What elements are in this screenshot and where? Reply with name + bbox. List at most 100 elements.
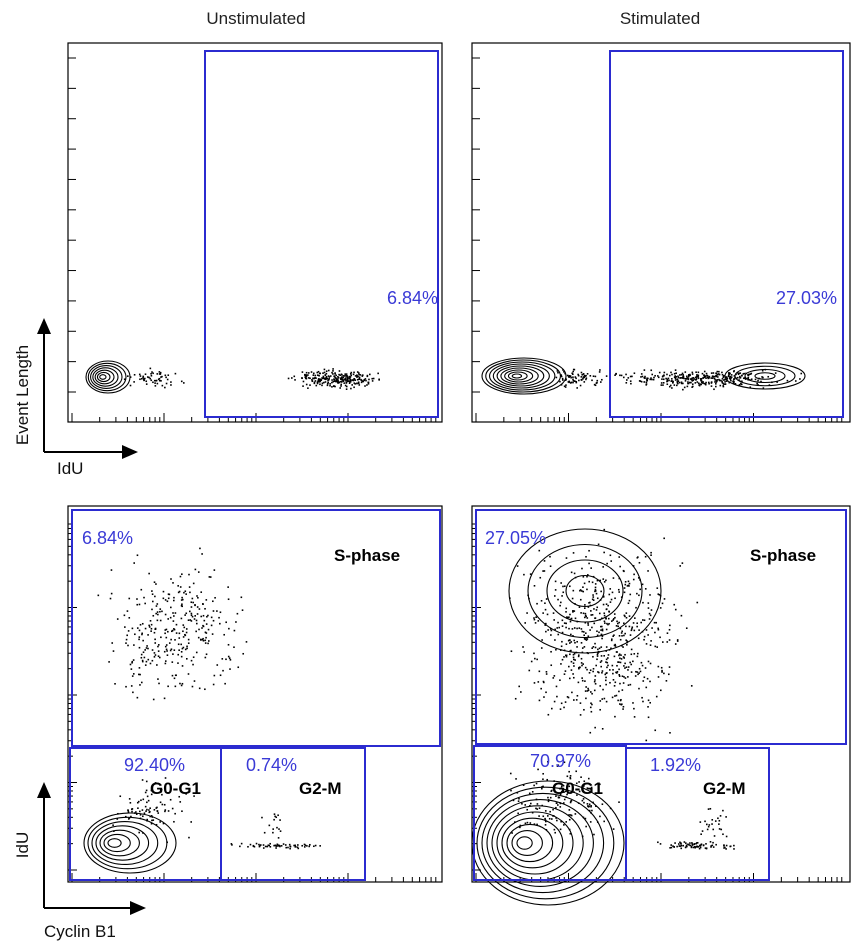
event-point [543, 560, 546, 562]
event-point [531, 811, 534, 814]
event-point [686, 375, 688, 378]
event-point [202, 637, 204, 640]
event-point [150, 623, 153, 626]
event-point [721, 381, 724, 384]
event-point [321, 377, 323, 379]
event-point [201, 638, 204, 641]
event-point [141, 660, 144, 663]
event-point [710, 372, 713, 374]
event-point [609, 601, 612, 603]
event-point [581, 835, 584, 838]
event-point [134, 633, 136, 636]
event-point [586, 652, 589, 654]
event-point [309, 384, 311, 386]
event-point [517, 800, 520, 802]
plot-frame [67, 42, 443, 423]
event-point [133, 373, 136, 376]
contour-line [92, 367, 119, 387]
contour-line [91, 821, 159, 865]
event-point [227, 598, 230, 601]
event-point [112, 650, 115, 652]
event-point [207, 640, 210, 642]
event-point [618, 661, 620, 663]
event-point [572, 373, 574, 376]
event-point [228, 627, 230, 630]
event-point [675, 375, 677, 378]
event-point [130, 815, 132, 818]
event-point [316, 381, 319, 384]
event-point [590, 805, 592, 807]
event-point [638, 629, 640, 631]
event-point [594, 682, 597, 685]
event-point [557, 796, 560, 799]
event-point [142, 798, 145, 801]
event-point [645, 686, 648, 689]
event-point [603, 655, 605, 657]
event-point [137, 800, 140, 803]
event-point [194, 615, 197, 617]
event-point [322, 375, 325, 378]
event-point [638, 687, 640, 690]
event-point [146, 645, 148, 647]
event-point [613, 655, 616, 658]
event-point [180, 651, 183, 653]
event-point [638, 594, 640, 597]
event-point [688, 381, 691, 384]
event-point [197, 636, 200, 639]
event-point [117, 812, 119, 815]
event-point [689, 844, 692, 847]
event-point [205, 632, 208, 634]
event-point [517, 812, 519, 815]
event-point [574, 641, 576, 644]
event-point [598, 612, 601, 615]
event-point [568, 818, 571, 821]
event-point [580, 776, 582, 778]
event-point [680, 373, 683, 376]
event-point [718, 378, 720, 381]
event-point [621, 644, 623, 647]
event-point [588, 580, 591, 583]
event-point [151, 819, 153, 822]
event-point [624, 677, 627, 679]
event-point [590, 610, 592, 612]
event-point [713, 835, 716, 837]
event-point [146, 376, 149, 378]
event-point [170, 648, 173, 651]
event-point [180, 684, 183, 687]
event-point [151, 371, 153, 373]
event-point [348, 382, 351, 384]
event-point [572, 379, 575, 382]
event-point [615, 694, 618, 697]
event-point [625, 639, 627, 642]
event-point [164, 613, 167, 616]
event-point [124, 815, 127, 818]
event-point [691, 373, 694, 375]
event-point [638, 561, 641, 564]
event-point [572, 656, 575, 659]
event-point [651, 378, 653, 381]
event-point [272, 828, 274, 830]
event-point [346, 380, 349, 383]
event-point [572, 589, 575, 592]
event-point [582, 798, 585, 800]
event-point [372, 377, 375, 380]
event-point [596, 597, 599, 600]
event-point [659, 607, 662, 609]
event-point [728, 377, 731, 380]
event-point [550, 634, 552, 636]
event-point [585, 555, 587, 558]
event-point [657, 627, 659, 630]
event-point [590, 811, 592, 814]
event-point [616, 664, 618, 667]
event-point [131, 660, 134, 663]
event-point [159, 791, 162, 793]
event-point [164, 777, 167, 779]
gate-g0-g1-percent: 70.97% [530, 751, 591, 771]
gate-s-phase-label: S-phase [334, 546, 400, 565]
event-point [617, 588, 620, 591]
event-point [702, 376, 705, 379]
event-point [675, 372, 677, 375]
event-point [141, 622, 144, 625]
event-point [567, 375, 570, 377]
event-point [601, 698, 604, 700]
